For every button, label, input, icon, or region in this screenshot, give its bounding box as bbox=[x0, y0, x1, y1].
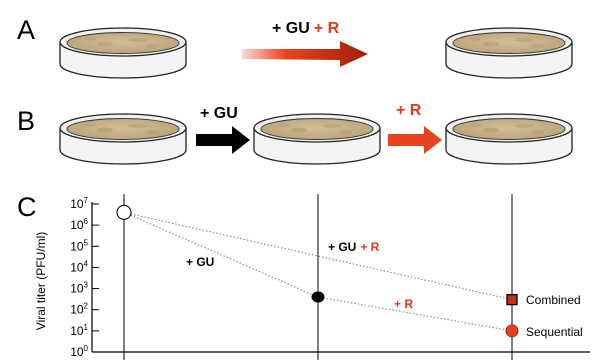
panel-b-dish-2 bbox=[253, 113, 381, 165]
panel-a-arrow-label: + GU + R bbox=[272, 20, 340, 37]
y-tick-label-0: 100 bbox=[70, 344, 88, 359]
chart-series bbox=[116, 204, 519, 338]
panel-b-letter: B bbox=[17, 106, 35, 136]
panel-b-dish-3 bbox=[445, 113, 573, 165]
panel-b-black-arrow bbox=[196, 126, 250, 154]
y-tick-label-2: 102 bbox=[70, 302, 88, 317]
y-tick-label-7: 107 bbox=[70, 196, 88, 211]
legend-combined: Combined bbox=[526, 293, 581, 307]
panel-b-arrow1-label: + GU bbox=[200, 105, 238, 122]
sequential-line bbox=[123, 211, 513, 332]
panel-a-red-arrow bbox=[242, 41, 368, 67]
panel-a-dish-left bbox=[59, 27, 187, 79]
start-point-marker bbox=[116, 204, 132, 220]
gu-point-marker bbox=[311, 291, 325, 303]
combined-line-label: + GU + R bbox=[328, 240, 380, 254]
panel-b-arrow2-label: + R bbox=[396, 102, 422, 119]
y-tick-label-5: 105 bbox=[70, 238, 88, 253]
y-axis-ticks: 100 101 102 103 104 105 106 107 bbox=[70, 196, 99, 359]
y-tick-label-4: 104 bbox=[70, 259, 88, 274]
panel-a-letter: A bbox=[17, 15, 35, 45]
sequential-segment2-label: + R bbox=[394, 297, 413, 311]
panel-b-red-arrow bbox=[388, 126, 442, 154]
panel-a-dish-right bbox=[445, 27, 573, 79]
combined-label-gu: + GU bbox=[328, 240, 356, 254]
sequential-segment1-label: + GU bbox=[186, 255, 214, 269]
legend-sequential: Sequential bbox=[526, 325, 583, 339]
panel-c-letter: C bbox=[17, 192, 37, 222]
panel-a-label-r: + R bbox=[314, 20, 340, 37]
y-tick-label-3: 103 bbox=[70, 281, 88, 296]
panel-a-label-gu: + GU bbox=[272, 20, 310, 37]
combined-point-marker bbox=[506, 293, 518, 306]
y-axis-label: Viral titer (PFU/ml) bbox=[34, 232, 48, 330]
sequential-point-marker bbox=[505, 324, 519, 338]
panel-b-dish-1 bbox=[59, 113, 187, 165]
combined-label-r: + R bbox=[360, 240, 379, 254]
y-tick-label-1: 101 bbox=[70, 323, 88, 338]
chart-axes bbox=[91, 194, 590, 360]
y-tick-label-6: 106 bbox=[70, 217, 88, 232]
